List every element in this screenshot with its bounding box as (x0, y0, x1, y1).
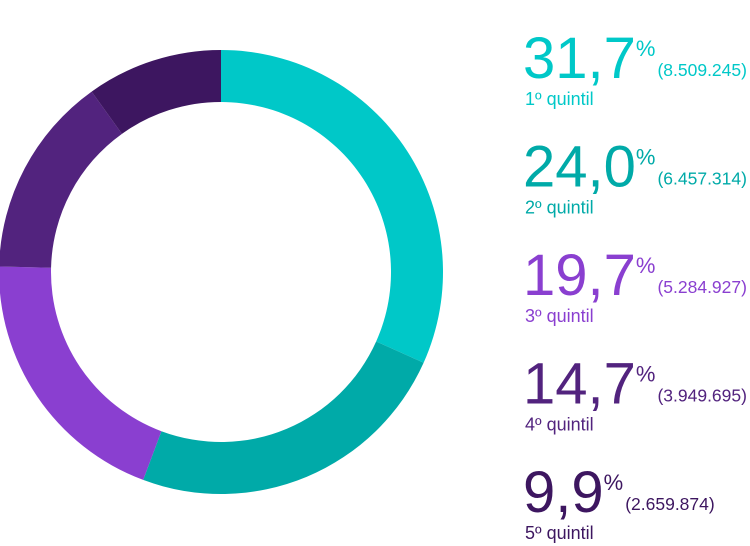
unit: % (636, 145, 656, 170)
value-label: 24,0 (523, 135, 636, 200)
count-label: (3.949.695) (657, 386, 747, 406)
value-label: 14,7 (523, 352, 636, 417)
donut-segment (91, 50, 221, 134)
value-label: 9,9 (523, 460, 604, 525)
legend-value: 24,0%(6.457.314) (523, 135, 747, 200)
legend-value: 31,7%(8.509.245) (523, 26, 747, 91)
count-label: (6.457.314) (657, 169, 747, 189)
unit: % (636, 36, 656, 61)
legend-label: 3º quintil (525, 306, 594, 326)
legend-value: 14,7%(3.949.695) (523, 352, 747, 417)
legend-label: 5º quintil (525, 523, 594, 543)
count-label: (8.509.245) (657, 60, 747, 80)
value-label: 31,7 (523, 26, 636, 91)
donut-segment (0, 266, 162, 480)
donut-segment (143, 341, 424, 494)
unit: % (636, 362, 656, 387)
donut-segment (221, 50, 443, 363)
value-label: 19,7 (523, 243, 636, 308)
legend-value: 9,9%(2.659.874) (523, 460, 715, 525)
count-label: (2.659.874) (625, 494, 715, 514)
count-label: (5.284.927) (657, 277, 747, 297)
legend-label: 4º quintil (525, 415, 594, 435)
legend-label: 1º quintil (525, 89, 594, 109)
unit: % (604, 470, 624, 495)
legend-label: 2º quintil (525, 198, 594, 218)
legend-value: 19,7%(5.284.927) (523, 243, 747, 308)
unit: % (636, 253, 656, 278)
donut-segment (0, 91, 122, 268)
